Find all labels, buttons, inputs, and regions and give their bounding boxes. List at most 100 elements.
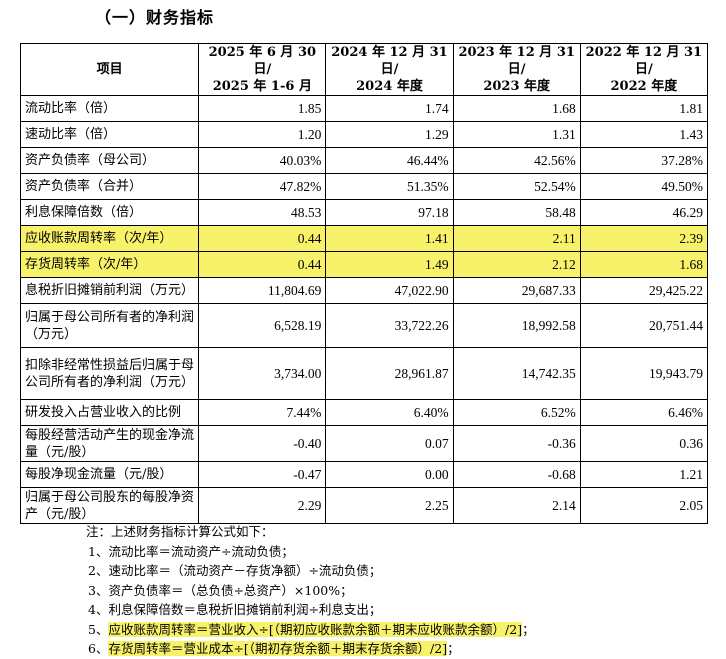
row-value: 0.44 [198, 251, 327, 278]
row-value: 51.35% [325, 173, 454, 200]
row-value: 0.36 [579, 425, 709, 462]
header-period-line2: 2025 年 1-6 月 [212, 79, 312, 94]
row-value: 0.00 [325, 461, 454, 488]
note-end: ； [522, 621, 535, 637]
row-value: 6.46% [579, 399, 709, 426]
row-value: 6.40% [325, 399, 454, 426]
table-row: 归属于母公司所有者的净利润（万元） 6,528.19 33,722.26 18,992… [19, 303, 709, 348]
note-line: 3、资产负债率＝（总负债÷总资产）×100%； [88, 582, 353, 598]
row-label: 每股经营活动产生的现金净流量（元/股） [19, 425, 200, 462]
financial-indicators-table: 项目 2025 年 6 月 30 日/2025 年 1-6 月 2024 年 1… [19, 43, 709, 524]
header-period-line2: 2024 年度 [356, 79, 423, 94]
row-value: 1.85 [198, 95, 327, 122]
note-line-6: 6、存货周转率＝营业成本÷[（期初存货余额＋期末存货余额）/2]； [86, 639, 535, 659]
table-row: 每股经营活动产生的现金净流量（元/股） -0.40 0.07 -0.36 0.36 [19, 425, 709, 462]
header-period-line2: 2022 年度 [610, 79, 678, 94]
row-value: -0.68 [452, 461, 581, 488]
row-label: 资产负债率（母公司） [19, 147, 200, 174]
row-label: 应收账款周转率（次/年） [19, 225, 200, 252]
row-value: 7.44% [198, 399, 327, 426]
note-line: 2、速动比率＝（流动资产－存货净额）÷流动负债； [88, 563, 382, 578]
row-value: 2.25 [325, 487, 454, 524]
row-label: 息税折旧摊销前利润（万元） [19, 277, 200, 304]
note-number: 6、 [88, 641, 109, 656]
table-row: 存货周转率（次/年） 0.44 1.49 2.12 1.68 [19, 251, 709, 278]
row-value: 49.50% [579, 173, 709, 200]
header-period: 2023 年 12 月 31 日/2023 年度 [452, 43, 581, 96]
table-row: 速动比率（倍） 1.20 1.29 1.31 1.43 [19, 121, 709, 148]
table-header-row: 项目 2025 年 6 月 30 日/2025 年 1-6 月 2024 年 1… [19, 43, 709, 96]
row-value: 1.43 [579, 121, 709, 148]
row-value: 28,961.87 [325, 347, 454, 400]
row-value: 20,751.44 [579, 303, 709, 348]
note-highlighted-formula: 应收账款周转率＝营业收入÷[（期初应收账款余额＋期末应收账款余额）/2] [108, 621, 523, 637]
row-value: 37.28% [579, 147, 709, 174]
row-value: 19,943.79 [579, 347, 709, 400]
row-value: 1.68 [579, 251, 709, 278]
row-value: 42.56% [452, 147, 581, 174]
row-value: 0.07 [325, 425, 454, 462]
row-value: 1.74 [325, 95, 454, 122]
row-value: 1.68 [452, 95, 581, 122]
row-value: 48.53 [198, 199, 327, 226]
note-end: ； [447, 641, 460, 656]
note-highlighted-formula: 存货周转率＝营业成本÷[（期初存货余额＋期末存货余额）/2] [108, 641, 448, 656]
row-value: -0.47 [198, 461, 327, 488]
header-period-line1: 2022 年 12 月 31 日/ [585, 45, 703, 77]
row-value: 18,992.58 [452, 303, 581, 348]
row-value: 2.14 [452, 487, 581, 524]
header-period-line1: 2024 年 12 月 31 日/ [331, 45, 448, 77]
table-row: 息税折旧摊销前利润（万元） 11,804.69 47,022.90 29,687.33… [19, 277, 709, 304]
row-value: -0.40 [198, 425, 327, 462]
note-line-5: 5、应收账款周转率＝营业收入÷[（期初应收账款余额＋期末应收账款余额）/2]； [86, 620, 535, 640]
row-value: 11,804.69 [198, 277, 327, 304]
row-label: 归属于母公司所有者的净利润（万元） [19, 303, 200, 348]
table-row: 扣除非经常性损益后归属于母公司所有者的净利润（万元） 3,734.00 28,961… [19, 347, 709, 400]
row-value: 6.52% [452, 399, 581, 426]
table-row: 研发投入占营业收入的比例 7.44% 6.40% 6.52% 6.46% [19, 399, 709, 426]
row-value: 1.21 [579, 461, 709, 488]
note-line: 4、利息保障倍数＝息税折旧摊销前利润÷利息支出； [88, 602, 382, 617]
table-row: 应收账款周转率（次/年） 0.44 1.41 2.11 2.39 [19, 225, 709, 252]
row-label: 速动比率（倍） [19, 121, 200, 148]
table-row: 归属于母公司股东的每股净资产（元/股） 2.29 2.25 2.14 2.05 [19, 487, 709, 524]
notes-intro: 注：上述财务指标计算公式如下： [86, 524, 274, 539]
row-value: 1.41 [325, 225, 454, 252]
formula-notes: 注：上述财务指标计算公式如下： 1、流动比率＝流动资产÷流动负债； 2、速动比率… [86, 522, 535, 659]
table-row: 每股净现金流量（元/股） -0.47 0.00 -0.68 1.21 [19, 461, 709, 488]
row-label: 利息保障倍数（倍） [19, 199, 200, 226]
table-row: 资产负债率（母公司） 40.03% 46.44% 42.56% 37.28% [19, 147, 709, 174]
row-label: 流动比率（倍） [19, 95, 200, 122]
row-value: 58.48 [452, 199, 581, 226]
header-item: 项目 [19, 43, 200, 96]
row-value: 2.39 [579, 225, 709, 252]
row-label: 归属于母公司股东的每股净资产（元/股） [19, 487, 200, 524]
row-label: 研发投入占营业收入的比例 [19, 399, 200, 426]
header-period-line1: 2023 年 12 月 31 日/ [458, 45, 575, 77]
row-value: 0.44 [198, 225, 327, 252]
section-title: （一）财务指标 [95, 8, 215, 27]
row-value: 1.31 [452, 121, 581, 148]
row-value: 2.29 [198, 487, 327, 524]
row-label: 每股净现金流量（元/股） [19, 461, 200, 488]
note-line: 1、流动比率＝流动资产÷流动负债； [88, 543, 294, 559]
row-value: 33,722.26 [325, 303, 454, 348]
header-period: 2022 年 12 月 31 日/2022 年度 [579, 43, 709, 96]
table-row: 资产负债率（合并） 47.82% 51.35% 52.54% 49.50% [19, 173, 709, 200]
row-label: 存货周转率（次/年） [19, 251, 200, 278]
row-value: 47,022.90 [325, 277, 454, 304]
row-value: 14,742.35 [452, 347, 581, 400]
row-value: 40.03% [198, 147, 327, 174]
row-value: 29,425.22 [579, 277, 709, 304]
row-label: 扣除非经常性损益后归属于母公司所有者的净利润（万元） [19, 347, 200, 400]
header-period: 2024 年 12 月 31 日/2024 年度 [325, 43, 454, 96]
row-value: 1.20 [198, 121, 327, 148]
row-value: 46.44% [325, 147, 454, 174]
row-value: 1.29 [325, 121, 454, 148]
header-period-line1: 2025 年 6 月 30 日/ [208, 45, 317, 77]
row-value: 97.18 [325, 199, 454, 226]
header-period-line2: 2023 年度 [483, 79, 551, 94]
row-value: 29,687.33 [452, 277, 581, 304]
table-row: 利息保障倍数（倍） 48.53 97.18 58.48 46.29 [19, 199, 709, 226]
row-label: 资产负债率（合并） [19, 173, 200, 200]
